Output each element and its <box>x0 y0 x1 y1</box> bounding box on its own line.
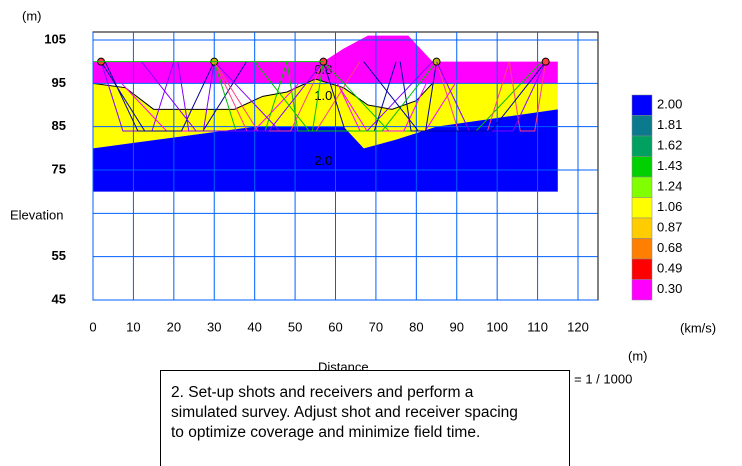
legend-swatch <box>631 279 653 301</box>
x-tick-label: 80 <box>409 319 423 334</box>
legend-label: 0.87 <box>657 220 682 235</box>
x-tick-label: 90 <box>450 319 464 334</box>
x-tick-label: 70 <box>369 319 383 334</box>
legend-swatch <box>631 94 653 116</box>
legend-swatch <box>631 176 653 198</box>
ray <box>363 61 547 132</box>
y-tick-label: 105 <box>44 31 66 46</box>
y-tick-label: 95 <box>52 75 66 90</box>
x-tick-label: 40 <box>247 319 261 334</box>
y-tick-label: 45 <box>52 291 66 306</box>
x-tick-label: 110 <box>527 319 548 334</box>
ray <box>286 61 324 132</box>
layer-label: 2.0 <box>314 153 332 168</box>
rays <box>93 57 550 132</box>
legend-label: 0.30 <box>657 281 682 296</box>
y-label: Elevation <box>10 207 63 222</box>
y-tick-label: 85 <box>52 118 66 133</box>
shot-point <box>541 57 550 66</box>
legend-swatch <box>631 135 653 157</box>
x-tick-label: 120 <box>567 319 589 334</box>
ray <box>254 61 437 132</box>
legend-unit: (km/s) <box>680 320 716 335</box>
ray <box>508 61 547 132</box>
x-tick-label: 20 <box>167 319 181 334</box>
legend-swatch <box>631 115 653 137</box>
interface <box>92 78 433 110</box>
x-tick-label: 30 <box>207 319 221 334</box>
caption-line: simulated survey. Adjust shot and receiv… <box>171 404 518 421</box>
caption-box: 2. Set-up shots and receivers and perfor… <box>160 370 570 466</box>
x-tick-label: 60 <box>328 319 342 334</box>
legend-swatch <box>631 156 653 178</box>
y-tick-label: 55 <box>52 248 66 263</box>
ray <box>141 61 324 132</box>
legend-label: 1.06 <box>657 199 682 214</box>
layer-bottom <box>93 109 558 192</box>
legend-label: 1.81 <box>657 117 682 132</box>
legend-swatch <box>631 217 653 239</box>
ray <box>104 61 215 132</box>
legend-label: 1.24 <box>657 179 682 194</box>
y-tick-label: 75 <box>52 161 66 176</box>
x-tick-label: 10 <box>126 319 140 334</box>
caption-line: to optimize coverage and minimize field … <box>171 424 481 441</box>
caption-line: 2. Set-up shots and receivers and perfor… <box>171 384 474 401</box>
legend-swatch <box>631 238 653 260</box>
legend-label: 0.49 <box>657 261 682 276</box>
y-unit: (m) <box>22 8 42 23</box>
x-tick-label: 0 <box>89 319 96 334</box>
x-tick-label: 100 <box>486 319 508 334</box>
legend-swatch <box>631 258 653 280</box>
legend-label: 1.43 <box>657 158 682 173</box>
legend-label: 1.62 <box>657 138 682 153</box>
x-unit: (m) <box>628 348 648 363</box>
legend-label: 0.68 <box>657 240 682 255</box>
x-tick-label: 50 <box>288 319 302 334</box>
legend-swatch <box>631 197 653 219</box>
legend-label: 2.00 <box>657 97 682 112</box>
layer-label: 0.8 <box>314 62 332 77</box>
